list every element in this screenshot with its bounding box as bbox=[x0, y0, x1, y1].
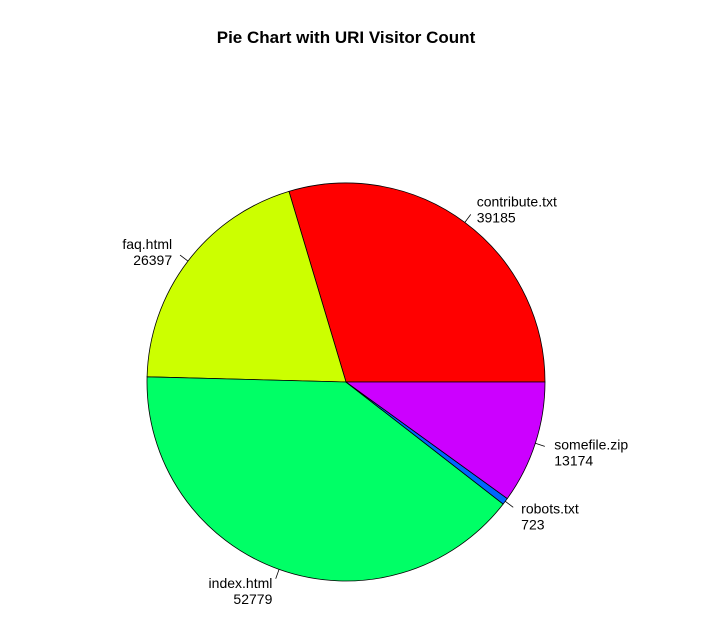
pie-slice-somefile-zip bbox=[344, 381, 546, 500]
pie-label-tick-contribute-txt bbox=[464, 214, 472, 223]
pie-label-tick-robots-txt bbox=[505, 501, 514, 508]
chart-title: Pie Chart with URI Visitor Count bbox=[217, 28, 476, 47]
pie-label-name-somefile-zip: somefile.zip bbox=[554, 436, 628, 452]
pie-slice-index-html bbox=[146, 376, 504, 582]
pie-label-name-contribute-txt: contribute.txt bbox=[477, 193, 557, 209]
pie-label-tick-somefile-zip bbox=[535, 442, 545, 447]
pie-label-value-robots-txt: 723 bbox=[521, 516, 545, 532]
pie-slices bbox=[146, 182, 546, 582]
pie-label-tick-index-html bbox=[275, 569, 280, 579]
pie-label-name-faq-html: faq.html bbox=[122, 236, 172, 252]
pie-label-value-index-html: 52779 bbox=[233, 591, 272, 607]
pie-label-value-contribute-txt: 39185 bbox=[477, 209, 516, 225]
pie-label-name-robots-txt: robots.txt bbox=[521, 500, 579, 516]
pie-label-value-somefile-zip: 13174 bbox=[554, 452, 593, 468]
pie-label-name-index-html: index.html bbox=[209, 575, 273, 591]
pie-label-value-faq-html: 26397 bbox=[133, 252, 172, 268]
pie-label-tick-faq-html bbox=[179, 254, 189, 262]
